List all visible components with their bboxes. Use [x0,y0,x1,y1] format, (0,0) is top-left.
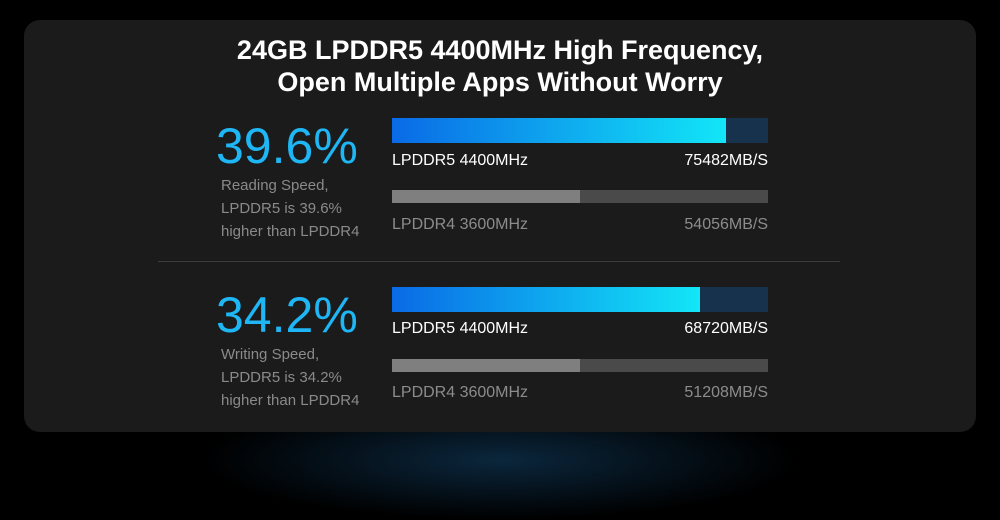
lpddr4-value: 54056MB/S [684,216,768,233]
writing-speed-section: 34.2% Writing Speed, LPDDR5 is 34.2% hig… [0,287,1000,457]
lpddr4-label: LPDDR4 3600MHz [392,216,529,233]
bar-fill [392,118,726,143]
bar-fill [392,359,580,372]
lpddr5-value: 75482MB/S [684,152,768,169]
bar-fill [392,190,580,203]
headline-line-1: 24GB LPDDR5 4400MHz High Frequency, [236,35,764,65]
percent-value: 34.2% [216,287,358,343]
lpddr4-value: 51208MB/S [684,384,768,401]
desc-line: higher than LPDDR4 [221,223,360,240]
headline-line-2: Open Multiple Apps Without Worry [277,67,723,97]
bar-fill [392,287,700,312]
lpddr5-bar [392,118,768,143]
desc-line: higher than LPDDR4 [221,392,360,409]
reading-speed-section: 39.6% Reading Speed, LPDDR5 is 39.6% hig… [0,118,1000,288]
description: Writing Speed, LPDDR5 is 34.2% higher th… [221,343,391,412]
lpddr5-label: LPDDR5 4400MHz [392,152,529,169]
lpddr4-bar [392,190,768,203]
desc-line: LPDDR5 is 34.2% [221,369,342,386]
lpddr5-value: 68720MB/S [684,320,768,337]
lpddr4-label: LPDDR4 3600MHz [392,384,529,401]
desc-line: LPDDR5 is 39.6% [221,200,342,217]
section-divider [158,261,840,262]
lpddr4-bar [392,359,768,372]
lpddr5-label: LPDDR5 4400MHz [392,320,529,337]
percent-value: 39.6% [216,118,358,174]
desc-line: Reading Speed, [221,177,329,194]
lpddr5-bar [392,287,768,312]
description: Reading Speed, LPDDR5 is 39.6% higher th… [221,174,391,243]
desc-line: Writing Speed, [221,346,320,363]
